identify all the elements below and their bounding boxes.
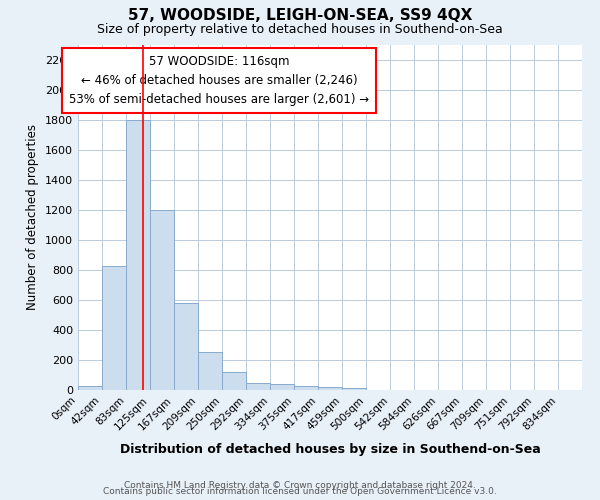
Bar — [270, 384, 294, 390]
Bar — [198, 352, 222, 390]
Text: 57 WOODSIDE: 116sqm
← 46% of detached houses are smaller (2,246)
53% of semi-det: 57 WOODSIDE: 116sqm ← 46% of detached ho… — [69, 56, 369, 106]
Bar — [174, 303, 198, 390]
Bar — [246, 383, 270, 390]
Bar — [78, 386, 102, 390]
Bar — [102, 266, 126, 390]
Bar — [222, 372, 246, 390]
Bar — [150, 210, 174, 390]
Text: Contains HM Land Registry data © Crown copyright and database right 2024.: Contains HM Land Registry data © Crown c… — [124, 481, 476, 490]
Bar — [318, 388, 342, 390]
Text: Contains public sector information licensed under the Open Government Licence v3: Contains public sector information licen… — [103, 487, 497, 496]
Text: 57, WOODSIDE, LEIGH-ON-SEA, SS9 4QX: 57, WOODSIDE, LEIGH-ON-SEA, SS9 4QX — [128, 8, 472, 22]
Bar — [294, 386, 318, 390]
Bar — [126, 120, 150, 390]
Y-axis label: Number of detached properties: Number of detached properties — [26, 124, 40, 310]
Bar — [342, 388, 366, 390]
X-axis label: Distribution of detached houses by size in Southend-on-Sea: Distribution of detached houses by size … — [119, 443, 541, 456]
Text: Size of property relative to detached houses in Southend-on-Sea: Size of property relative to detached ho… — [97, 22, 503, 36]
